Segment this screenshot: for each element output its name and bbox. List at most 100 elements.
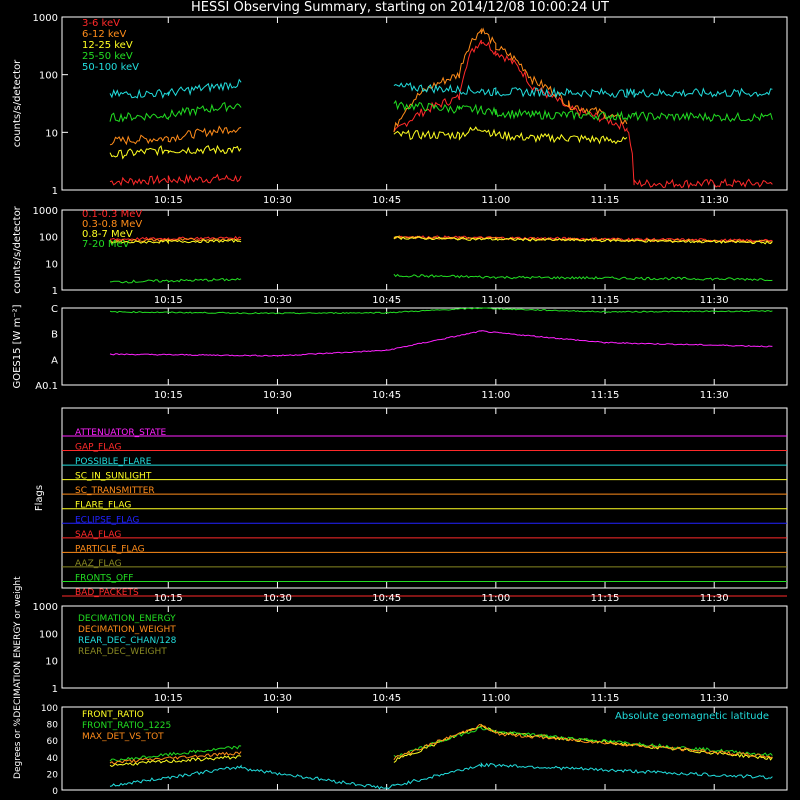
time-tick-label: 10:30: [263, 593, 292, 604]
y-tick-label: 40: [47, 754, 59, 764]
time-tick-label: 10:45: [372, 195, 401, 206]
y-tick-label: 10: [45, 657, 58, 668]
legend-FRONT_RATIO_1225: FRONT_RATIO_1225: [82, 721, 171, 731]
flag-label-SC_TRANSMITTER: SC_TRANSMITTER: [75, 486, 155, 496]
flag-label-FLARE_FLAG: FLARE_FLAG: [75, 501, 131, 511]
decimation-frame: [61, 605, 788, 689]
legend-0.1-0.3 MeV: 0.1-0.3 MeV: [82, 209, 142, 220]
legend-3-6 keV: 3-6 keV: [82, 18, 120, 29]
y-tick-label: A0.1: [35, 381, 58, 392]
legend-6-12 keV: 6-12 keV: [82, 29, 126, 40]
lightcurve-3-6 keV: [109, 39, 773, 190]
time-tick-label: 11:15: [591, 295, 620, 306]
time-tick-label: 11:00: [481, 390, 510, 401]
flag-label-PARTICLE_FLAG: PARTICLE_FLAG: [75, 544, 145, 554]
ratio-geomag-lat: [109, 762, 773, 790]
y-tick-label: 100: [41, 704, 58, 714]
time-tick-label: 11:00: [481, 693, 510, 704]
time-tick-label: 11:15: [591, 593, 620, 604]
y-tick-label: 10: [45, 259, 58, 270]
flag-label-FRONTS_OFF: FRONTS_OFF: [75, 573, 133, 583]
legend-FRONT_RATIO: FRONT_RATIO: [82, 710, 144, 720]
y-tick-label: 0: [52, 787, 58, 797]
time-tick-label: 10:45: [372, 390, 401, 401]
time-tick-label: 11:30: [700, 593, 729, 604]
flag-label-GAP_FLAG: GAP_FLAG: [75, 443, 121, 453]
high-energy-7-20 MeV: [109, 273, 773, 284]
flag-label-ECLIPSE_FLAG: ECLIPSE_FLAG: [75, 515, 139, 525]
time-tick-label: 11:30: [700, 295, 729, 306]
y-tick-label: 1000: [33, 602, 58, 613]
chart-title: HESSI Observing Summary, starting on 201…: [191, 0, 609, 15]
y-axis-label: Degrees or %: [13, 718, 23, 779]
y-axis-label: DECIMATION ENERGY or weight: [13, 576, 23, 718]
flag-label-SC_IN_SUNLIGHT: SC_IN_SUNLIGHT: [75, 472, 152, 482]
y-tick-label: 20: [47, 770, 59, 780]
time-tick-label: 10:15: [154, 195, 183, 206]
time-tick-label: 11:00: [481, 195, 510, 206]
legend-0.3-0.8 MeV: 0.3-0.8 MeV: [82, 219, 142, 230]
time-tick-label: 10:45: [372, 295, 401, 306]
legend-50-100 keV: 50-100 keV: [82, 62, 139, 73]
high-energy-0.8-7 MeV: [109, 236, 773, 245]
time-tick-label: 10:15: [154, 295, 183, 306]
goes-frame: [61, 307, 788, 386]
time-tick-label: 11:00: [481, 593, 510, 604]
y-tick-label: 100: [39, 233, 58, 244]
time-tick-label: 10:15: [154, 390, 183, 401]
time-tick-label: 11:30: [700, 390, 729, 401]
y-tick-label: A: [51, 355, 58, 366]
flags-frame: [61, 407, 788, 589]
legend-REAR_DEC_CHAN/128: REAR_DEC_CHAN/128: [78, 636, 177, 646]
lightcurve-50-100 keV: [109, 78, 773, 99]
goes-goes-long: [109, 330, 773, 357]
high-energy-frame: [61, 209, 788, 291]
time-tick-label: 11:15: [591, 390, 620, 401]
y-tick-label: 1000: [33, 206, 58, 217]
ratio-FRONT_RATIO: [109, 723, 773, 767]
flag-label-BAD_PACKETS: BAD_PACKETS: [75, 588, 139, 598]
goes-goes-short: [109, 307, 773, 315]
legend-DECIMATION_ENERGY: DECIMATION_ENERGY: [78, 614, 176, 624]
time-tick-label: 10:45: [372, 693, 401, 704]
y-tick-label: C: [51, 304, 58, 315]
y-tick-label: 1000: [33, 13, 58, 24]
y-tick-label: 80: [47, 721, 59, 731]
legend-REAR_DEC_WEIGHT: REAR_DEC_WEIGHT: [78, 647, 167, 657]
flag-label-ATTENUATOR_STATE: ATTENUATOR_STATE: [75, 428, 167, 438]
time-tick-label: 10:45: [372, 593, 401, 604]
ratio-FRONT_RATIO_1225: [109, 726, 773, 763]
legend-DECIMATION_WEIGHT: DECIMATION_WEIGHT: [78, 625, 176, 635]
legend-MAX_DET_VS_TOT: MAX_DET_VS_TOT: [82, 732, 164, 742]
time-tick-label: 11:00: [481, 295, 510, 306]
geomag-annotation: Absolute geomagnetic latitude: [615, 711, 769, 722]
y-tick-label: B: [51, 330, 58, 341]
time-tick-label: 11:15: [591, 195, 620, 206]
y-tick-label: 1: [52, 286, 58, 297]
legend-7-20 MeV: 7-20 MeV: [82, 239, 130, 250]
time-tick-label: 10:30: [263, 195, 292, 206]
y-axis-label: Flags: [34, 485, 45, 511]
flag-label-POSSIBLE_FLARE: POSSIBLE_FLARE: [75, 457, 152, 467]
legend-0.8-7 MeV: 0.8-7 MeV: [82, 229, 133, 240]
y-tick-label: 10: [45, 128, 58, 139]
time-tick-label: 10:30: [263, 390, 292, 401]
ratio-MAX_DET_VS_TOT: [109, 723, 773, 765]
legend-25-50 keV: 25-50 keV: [82, 51, 133, 62]
y-axis-label: counts/s/detector: [12, 59, 23, 147]
y-tick-label: 1: [52, 186, 58, 197]
time-tick-label: 10:30: [263, 693, 292, 704]
time-tick-label: 11:30: [700, 195, 729, 206]
lightcurve-12-25 keV: [109, 126, 628, 160]
time-tick-label: 10:15: [154, 593, 183, 604]
y-tick-label: 100: [39, 629, 58, 640]
lightcurve-6-12 keV: [109, 27, 628, 146]
y-axis-label: counts/s/detector: [12, 205, 23, 293]
lightcurves-frame: [61, 16, 788, 191]
y-tick-label: 1: [52, 684, 58, 695]
time-tick-label: 10:30: [263, 295, 292, 306]
y-axis-label: GOES15 [W m⁻²]: [12, 304, 23, 388]
flag-label-SAA_FLAG: SAA_FLAG: [75, 530, 121, 540]
lightcurve-25-50 keV: [109, 99, 773, 123]
